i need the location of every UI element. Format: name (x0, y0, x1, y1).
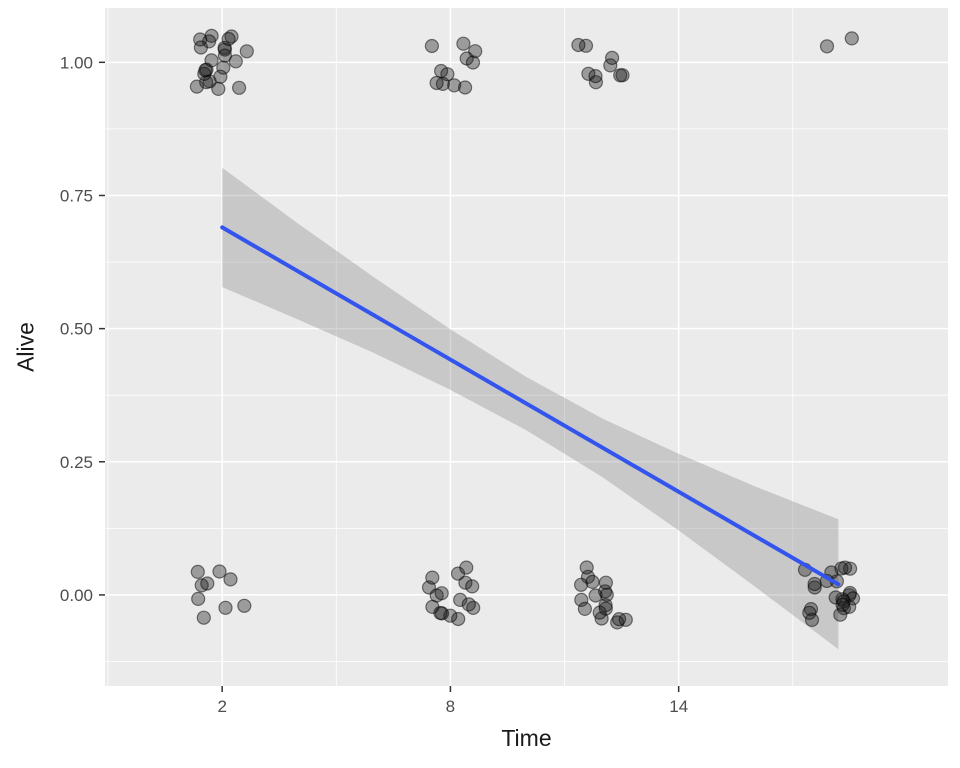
data-point (613, 68, 628, 83)
data-point (458, 575, 473, 590)
data-point (433, 605, 448, 621)
data-point (440, 67, 455, 82)
data-point (819, 39, 835, 54)
data-point (429, 75, 444, 91)
data-point (571, 37, 586, 53)
data-point (211, 81, 226, 97)
data-point (461, 597, 476, 612)
data-point (807, 580, 822, 595)
x-tick-labels: 2 8 14 (217, 697, 688, 716)
data-point (196, 610, 211, 625)
data-point (232, 80, 247, 95)
data-point (216, 60, 231, 75)
x-tick-label: 8 (446, 697, 455, 716)
data-point (459, 560, 474, 575)
data-point (807, 576, 822, 592)
data-point (599, 587, 614, 602)
data-point (604, 50, 620, 66)
data-point (198, 63, 213, 78)
data-point (217, 48, 232, 63)
data-point (190, 564, 205, 580)
data-point (217, 40, 232, 55)
data-point (228, 54, 243, 69)
data-point (465, 55, 481, 70)
x-axis-title: Time (501, 725, 552, 751)
data-point (239, 44, 254, 59)
data-point (434, 586, 449, 601)
data-point (837, 560, 853, 575)
data-point (194, 578, 209, 593)
y-tick-label: 0.25 (60, 453, 93, 472)
y-tick-label: 1.00 (60, 53, 93, 72)
data-point (611, 611, 627, 627)
data-point (574, 592, 589, 608)
data-point (842, 561, 858, 576)
data-point (844, 31, 859, 46)
y-axis-title: Alive (12, 322, 39, 372)
data-point (458, 80, 473, 95)
data-point (447, 78, 462, 93)
data-point (588, 588, 603, 603)
data-point (451, 611, 466, 627)
data-point (598, 575, 614, 590)
data-point (468, 44, 483, 59)
x-tick-label: 2 (217, 697, 226, 716)
confidence-ribbon (222, 167, 839, 650)
data-point (573, 577, 589, 592)
data-point (456, 36, 471, 51)
data-point (200, 576, 215, 591)
grid-major (105, 8, 948, 686)
plot-panel (105, 8, 948, 686)
data-point (424, 38, 439, 54)
data-point (802, 605, 817, 620)
data-point (221, 31, 236, 47)
data-point (585, 574, 600, 590)
data-point (835, 597, 850, 612)
data-point (425, 570, 440, 585)
y-tick-labels: 0.00 0.25 0.50 0.75 1.00 (60, 53, 93, 605)
data-point (212, 564, 227, 579)
data-point (588, 68, 603, 84)
data-point (579, 560, 594, 575)
data-point (191, 591, 206, 607)
y-tick-label: 0.75 (60, 187, 93, 206)
data-point (237, 598, 252, 613)
data-point (218, 600, 233, 615)
y-tick-label: 0.00 (60, 586, 93, 605)
data-point (453, 592, 468, 608)
axis-ticks (99, 61, 680, 692)
data-point (223, 572, 238, 587)
data-point (598, 601, 613, 616)
y-tick-label: 0.50 (60, 320, 93, 339)
data-point (193, 40, 208, 55)
grid-minor (105, 8, 948, 686)
data-point (465, 579, 480, 594)
regression-line (220, 225, 841, 587)
data-point (199, 74, 214, 90)
data-point (577, 601, 593, 617)
x-tick-label: 14 (669, 697, 688, 716)
